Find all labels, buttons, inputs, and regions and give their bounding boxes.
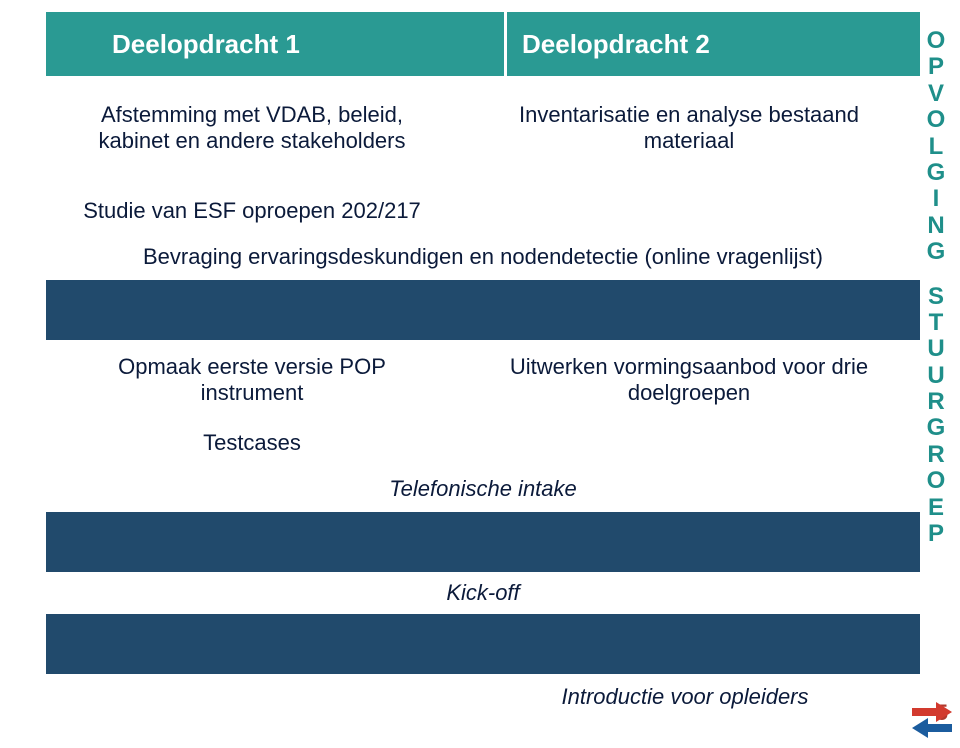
table-row: Telefonische intake — [46, 466, 920, 512]
band-row — [46, 512, 920, 572]
logo-icon — [908, 698, 956, 738]
cell-center: Bevraging ervaringsdeskundigen en nodend… — [46, 244, 920, 270]
table-row: Testcases — [46, 420, 920, 466]
cell-right: Introductie voor opleiders — [458, 684, 920, 710]
cell-left: Opmaak eerste versie POP instrument — [46, 354, 458, 410]
cell-left: Testcases — [46, 430, 458, 456]
table-row: Opmaak eerste versie POP instrument Uitw… — [46, 340, 920, 420]
table-row: Kick-off — [46, 572, 920, 614]
band-row — [46, 280, 920, 340]
header-divider — [504, 6, 507, 82]
cell-right: Uitwerken vormingsaanbod voor drie doelg… — [458, 354, 920, 410]
header-col1: Deelopdracht 1 — [112, 29, 472, 60]
table-row: Studie van ESF oproepen 202/217 — [46, 188, 920, 234]
header-col2: Deelopdracht 2 — [522, 29, 710, 60]
header-band: Deelopdracht 1 Deelopdracht 2 — [46, 12, 920, 76]
cell-right — [458, 430, 920, 456]
cell-right: Inventarisatie en analyse bestaand mater… — [458, 102, 920, 178]
band-row — [46, 614, 920, 674]
cell-left: Studie van ESF oproepen 202/217 — [46, 198, 458, 224]
cell-left — [46, 684, 458, 710]
cell-center: Kick-off — [46, 580, 920, 606]
side-label: OPVOLGINGSTUURGROEP — [918, 28, 954, 547]
cell-right — [458, 198, 920, 224]
table-body: Afstemming met VDAB, beleid, kabinet en … — [46, 92, 920, 748]
table-row: Bevraging ervaringsdeskundigen en nodend… — [46, 234, 920, 280]
table-row: Introductie voor opleiders — [46, 674, 920, 720]
cell-center: Telefonische intake — [46, 476, 920, 502]
cell-left: Afstemming met VDAB, beleid, kabinet en … — [46, 102, 458, 178]
table-row: Afstemming met VDAB, beleid, kabinet en … — [46, 92, 920, 188]
